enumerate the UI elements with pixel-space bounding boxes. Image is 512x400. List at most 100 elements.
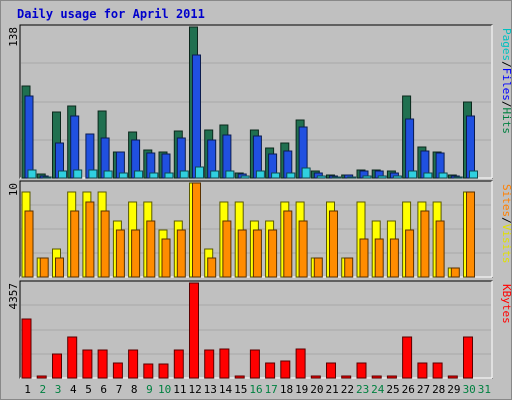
bar-sites-day-10 xyxy=(161,238,171,278)
x-tick-label-day-16: 16 xyxy=(249,383,262,396)
bar-pages-day-14 xyxy=(225,170,235,179)
bar-pages-day-5 xyxy=(88,169,98,179)
bar-sites-day-9 xyxy=(146,220,156,278)
bar-pages-day-25 xyxy=(392,175,402,179)
x-tick-label-day-22: 22 xyxy=(341,383,354,396)
bar-sites-day-18 xyxy=(283,210,293,278)
x-tick-label-day-31: 31 xyxy=(478,383,491,396)
bar-kbytes-day-5 xyxy=(82,349,93,379)
bar-pages-day-10 xyxy=(164,172,174,179)
bar-files-day-12 xyxy=(192,54,201,179)
bar-kbytes-day-24 xyxy=(371,375,382,379)
bar-sites-day-1 xyxy=(24,210,34,278)
x-tick-label-day-24: 24 xyxy=(371,383,385,396)
bar-kbytes-day-19 xyxy=(295,348,306,379)
bar-sites-day-29 xyxy=(450,267,460,278)
bar-sites-day-3 xyxy=(55,257,64,278)
bar-kbytes-day-13 xyxy=(204,349,215,379)
bar-pages-day-26 xyxy=(408,170,418,179)
bar-sites-day-11 xyxy=(176,229,186,278)
x-tick-label-day-30: 30 xyxy=(463,383,476,396)
x-tick-label-day-9: 9 xyxy=(146,383,153,396)
bar-kbytes-day-18 xyxy=(280,360,291,379)
x-tick-label-day-3: 3 xyxy=(55,383,62,396)
bar-kbytes-day-15 xyxy=(234,375,245,379)
x-tick-label-day-11: 11 xyxy=(173,383,186,396)
bar-files-day-26 xyxy=(405,118,415,179)
bar-kbytes-day-3 xyxy=(52,353,62,379)
bar-pages-day-15 xyxy=(240,175,250,179)
bar-sites-day-6 xyxy=(100,210,110,278)
bar-pages-day-21 xyxy=(332,176,341,179)
x-tick-label-day-15: 15 xyxy=(234,383,247,396)
bar-kbytes-day-26 xyxy=(402,336,413,379)
x-tick-label-day-14: 14 xyxy=(219,383,233,396)
bar-sites-day-24 xyxy=(374,238,384,278)
legend-kbytes: KBytes xyxy=(500,284,512,324)
x-tick-label-day-17: 17 xyxy=(265,383,278,396)
bar-pages-day-3 xyxy=(58,170,67,179)
bar-sites-day-15 xyxy=(237,229,247,278)
legend-visits-sites: Sites/Visits xyxy=(500,184,512,264)
bar-sites-day-27 xyxy=(420,210,430,278)
bar-pages-day-28 xyxy=(438,172,448,179)
bar-sites-day-22 xyxy=(344,257,354,278)
bar-pages-day-29 xyxy=(453,176,463,179)
bar-sites-day-30 xyxy=(466,191,475,278)
bar-pages-day-7 xyxy=(118,172,128,179)
x-tick-label-day-19: 19 xyxy=(295,383,308,396)
bar-sites-day-16 xyxy=(252,229,262,278)
bar-kbytes-day-17 xyxy=(265,362,276,379)
bar-pages-day-16 xyxy=(255,170,265,179)
bar-sites-day-17 xyxy=(268,229,278,278)
bar-sites-day-26 xyxy=(405,229,415,278)
x-tick-label-day-18: 18 xyxy=(280,383,293,396)
bar-pages-day-18 xyxy=(286,172,296,179)
legend-separator: / xyxy=(500,61,512,68)
bar-kbytes-day-10 xyxy=(158,363,169,379)
bar-sites-day-5 xyxy=(85,201,95,278)
bar-pages-day-9 xyxy=(149,172,159,179)
bar-sites-day-20 xyxy=(313,257,323,278)
ymax-label-kbytes: 4357 xyxy=(7,283,20,310)
x-tick-label-day-1: 1 xyxy=(24,383,31,396)
bar-kbytes-day-27 xyxy=(417,362,428,379)
legend-separator: / xyxy=(500,101,512,108)
bar-sites-day-21 xyxy=(329,210,338,278)
bar-pages-day-23 xyxy=(362,175,372,179)
bar-kbytes-day-9 xyxy=(143,363,154,379)
x-tick-label-day-29: 29 xyxy=(447,383,460,396)
x-tick-label-day-6: 6 xyxy=(100,383,107,396)
bar-files-day-1 xyxy=(24,95,34,179)
x-tick-label-day-10: 10 xyxy=(158,383,171,396)
legend-entry-visits: Visits xyxy=(500,224,512,264)
bar-kbytes-day-8 xyxy=(128,349,139,379)
bar-kbytes-day-22 xyxy=(341,375,352,379)
bar-files-day-4 xyxy=(70,115,80,179)
bar-kbytes-day-20 xyxy=(310,375,321,379)
legend-entry-kbytes: KBytes xyxy=(500,284,512,324)
legend-entry-files: Files xyxy=(500,68,512,101)
bar-kbytes-day-2 xyxy=(36,375,47,379)
ymax-label-visits-sites: 10 xyxy=(7,183,20,196)
x-tick-label-day-2: 2 xyxy=(39,383,46,396)
x-tick-label-day-7: 7 xyxy=(116,383,123,396)
bar-pages-day-8 xyxy=(134,170,144,179)
bar-kbytes-day-6 xyxy=(97,349,108,379)
bar-kbytes-day-28 xyxy=(432,362,443,379)
bar-sites-day-8 xyxy=(131,229,141,278)
x-tick-label-day-27: 27 xyxy=(417,383,430,396)
x-tick-label-day-5: 5 xyxy=(85,383,92,396)
bar-kbytes-day-25 xyxy=(386,375,397,379)
bar-sites-day-4 xyxy=(70,210,80,278)
bar-pages-day-30 xyxy=(469,170,478,179)
bar-pages-day-12 xyxy=(195,166,204,179)
bar-pages-day-24 xyxy=(377,175,387,179)
x-tick-label-day-21: 21 xyxy=(325,383,338,396)
x-tick-label-day-25: 25 xyxy=(386,383,399,396)
bar-kbytes-day-4 xyxy=(67,336,78,379)
legend-separator: / xyxy=(500,217,512,224)
panel-kbytes: 4357 KBytes xyxy=(7,280,512,379)
bar-pages-day-19 xyxy=(301,167,311,179)
bar-kbytes-day-14 xyxy=(219,348,230,379)
